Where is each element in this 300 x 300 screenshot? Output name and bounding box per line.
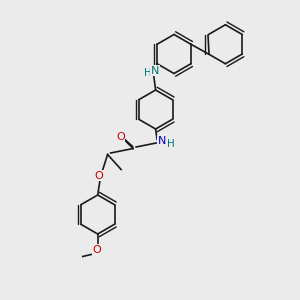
Text: H: H <box>144 68 152 78</box>
Text: O: O <box>116 131 125 142</box>
Text: O: O <box>94 170 103 181</box>
Text: N: N <box>158 136 166 146</box>
Text: O: O <box>93 245 101 255</box>
Text: H: H <box>167 139 175 149</box>
Text: N: N <box>151 66 159 76</box>
